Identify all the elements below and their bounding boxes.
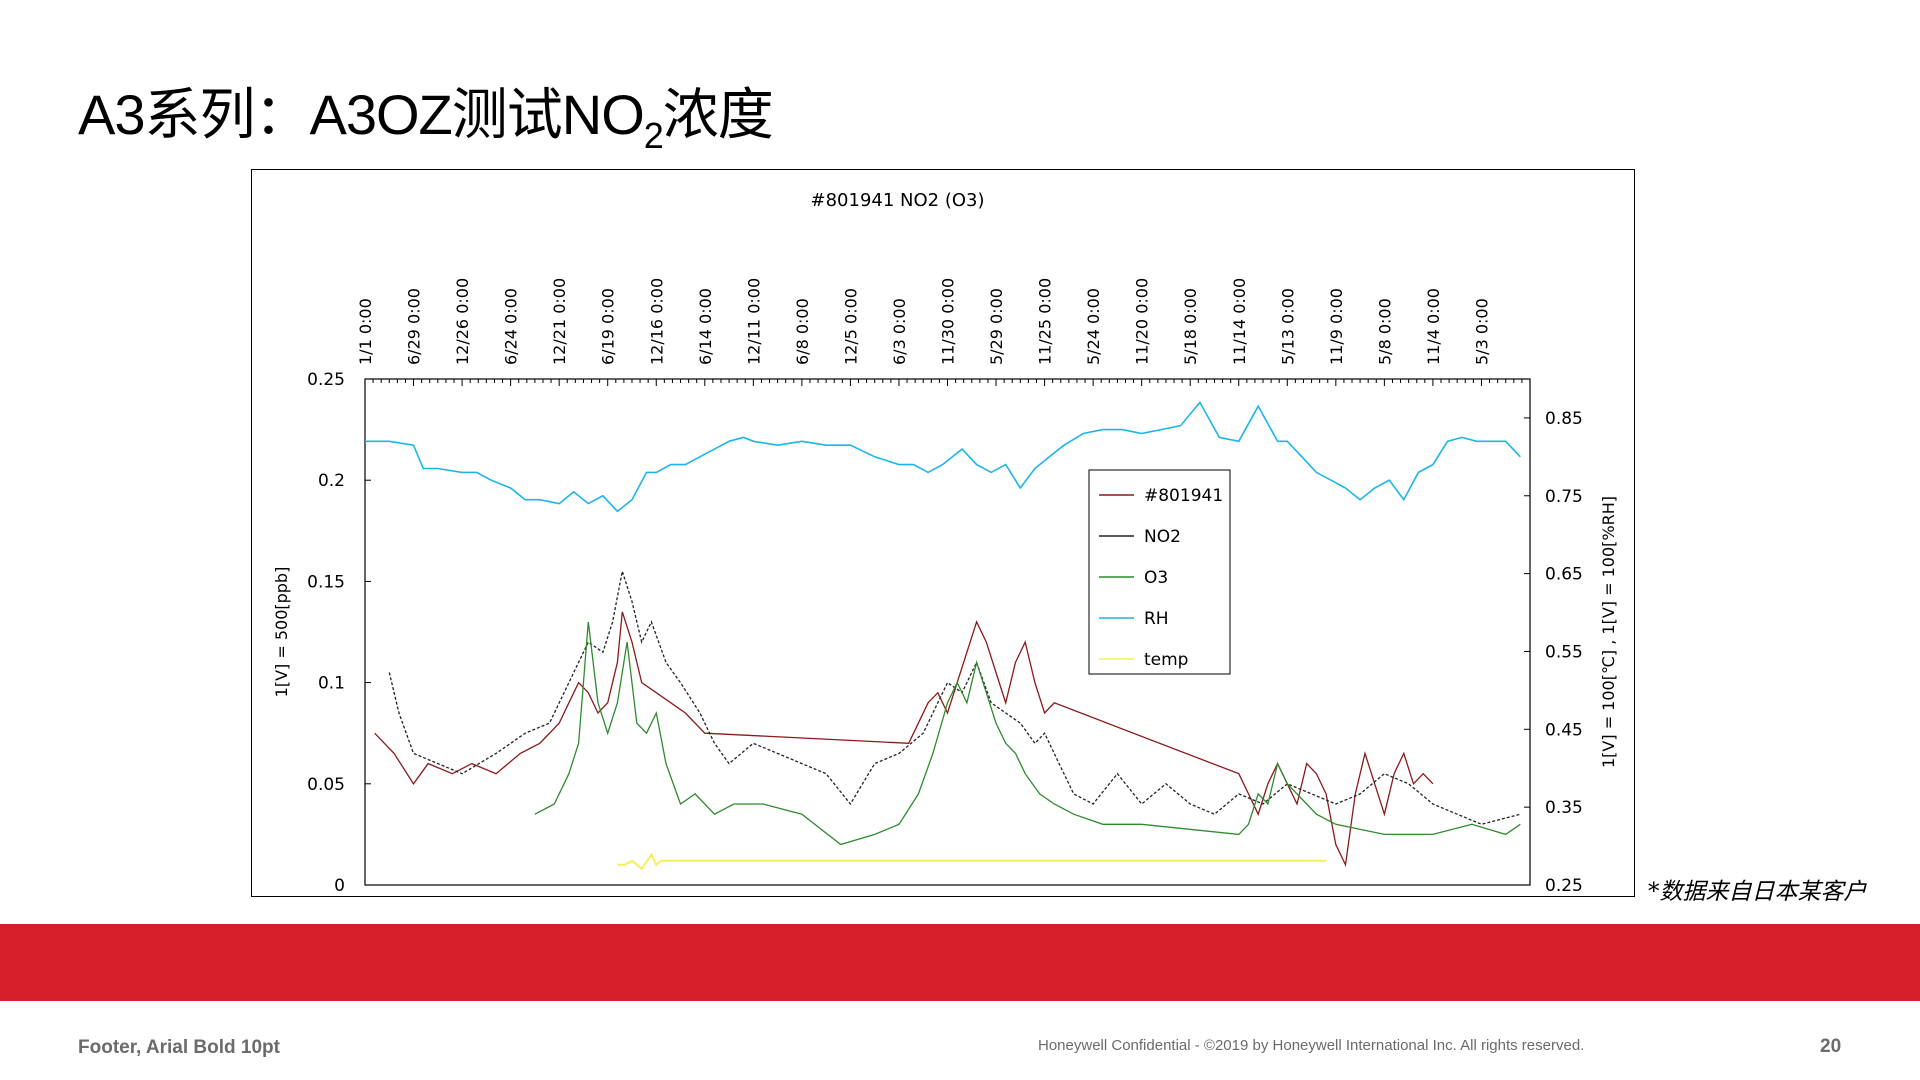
chart-title: #801941 NO2 (O3) (811, 190, 985, 211)
x-tick-label: 5/29 0:00 (987, 288, 1006, 365)
legend-label-O3: O3 (1144, 568, 1168, 588)
y-left-tick-label: 0 (334, 876, 345, 896)
x-tick-label: 11/4 0:00 (1424, 288, 1443, 365)
series-line-n801941 (374, 611, 1434, 868)
legend-box (1088, 469, 1231, 675)
slide-title-tail: 浓度 (662, 83, 774, 146)
x-tick-label: 11/9 0:00 (1327, 288, 1346, 365)
x-tick-label: 6/14 0:00 (696, 288, 715, 365)
x-tick-label: 6/24 0:00 (502, 288, 521, 365)
x-tick-label: 5/8 0:00 (1375, 298, 1394, 365)
legend-label-n801941: #801941 (1144, 486, 1223, 506)
x-tick-label: 11/20 0:00 (1133, 278, 1152, 365)
y-right-tick-label: 0.45 (1545, 720, 1583, 740)
data-source-note: *数据来自日本某客户 (1648, 879, 1867, 905)
chart-svg: #801941 NO2 (O3) 0 0.05 0.1 0.15 0.2 0.25 0.25 0… (272, 190, 1618, 896)
x-tick-label: 12/11 0:00 (744, 278, 763, 365)
slide-title-subscript: 2 (643, 115, 664, 156)
x-tick-label: 1/1 0:00 (356, 298, 375, 365)
y-left-tick-label: 0.2 (318, 471, 345, 491)
x-tick-label: 6/3 0:00 (890, 298, 909, 365)
slide-title-main: A3系列：A3OZ测试NO (78, 83, 645, 146)
y-right-tick-label: 0.75 (1545, 487, 1583, 507)
y-right-axis-label: 1[V] = 100[℃] , 1[V] = 100[%RH] (1599, 496, 1618, 768)
y-right-tick-label: 0.35 (1545, 798, 1583, 818)
page-number: 20 (1820, 1036, 1842, 1057)
y-right-tick-label: 0.25 (1545, 876, 1583, 896)
x-tick-label: 6/8 0:00 (793, 298, 812, 365)
plot-area (364, 378, 1531, 886)
y-left-axis-label: 1[V] = 500[ppb] (272, 567, 291, 698)
legend-label-temp: temp (1144, 650, 1188, 670)
red-footer-band (0, 924, 1920, 1001)
series-line-RH (365, 400, 1521, 513)
footer-left-text: Footer, Arial Bold 10pt (78, 1037, 280, 1058)
y-right-tick-label: 0.55 (1545, 642, 1583, 662)
footer-confidential-text: Honeywell Confidential - ©2019 by Honeyw… (1038, 1037, 1585, 1054)
x-tick-label: 12/5 0:00 (841, 288, 860, 365)
x-tick-label: 5/3 0:00 (1472, 298, 1491, 365)
chart-frame: #801941 NO2 (O3) 0 0.05 0.1 0.15 0.2 0.25 0.25 0… (251, 169, 1635, 897)
y-left-tick-label: 0.25 (307, 370, 345, 390)
y-left-tick-label: 0.05 (307, 775, 345, 795)
series-line-temp (617, 852, 1327, 871)
y-left-tick-label: 0.15 (307, 572, 345, 592)
x-tick-label: 5/18 0:00 (1181, 288, 1200, 365)
x-tick-label: 5/13 0:00 (1278, 288, 1297, 365)
x-tick-label: 12/16 0:00 (647, 278, 666, 365)
legend-label-NO2: NO2 (1144, 527, 1181, 547)
slide-title: A3系列：A3OZ测试NO2浓度 (78, 70, 774, 157)
x-tick-label: 6/19 0:00 (599, 288, 618, 365)
y-right-tick-label: 0.65 (1545, 565, 1583, 585)
x-tick-label: 12/21 0:00 (550, 278, 569, 365)
x-tick-label: 11/14 0:00 (1230, 278, 1249, 365)
series-line-O3 (534, 621, 1521, 846)
x-tick-label: 12/26 0:00 (453, 278, 472, 365)
x-tick-label: 5/24 0:00 (1084, 288, 1103, 365)
x-tick-label: 11/30 0:00 (939, 278, 958, 365)
legend-label-RH: RH (1144, 609, 1169, 629)
y-right-tick-label: 0.85 (1545, 409, 1583, 429)
y-left-tick-label: 0.1 (318, 674, 345, 694)
x-tick-label: 11/25 0:00 (1036, 278, 1055, 365)
series-line-NO2 (388, 571, 1521, 825)
x-tick-label: 6/29 0:00 (405, 288, 424, 365)
